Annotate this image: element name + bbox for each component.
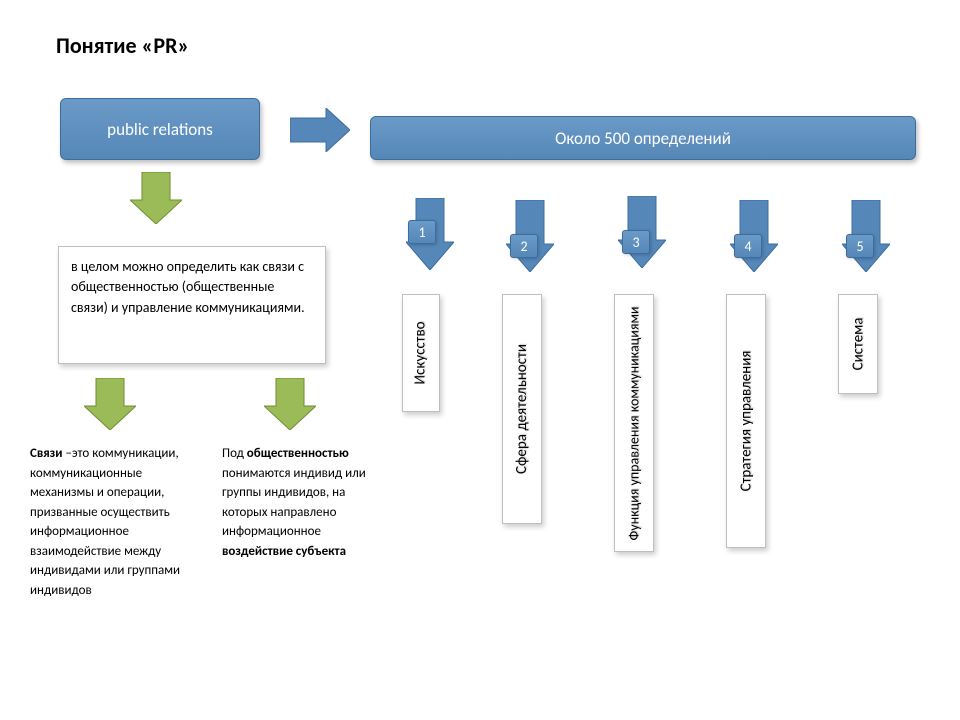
pr-box: public relations [60, 98, 260, 160]
vbox-1: Искусство [402, 294, 440, 412]
vbox-2: Сфера деятельности [502, 294, 542, 524]
arrow-right-icon [290, 108, 350, 152]
num-badge-3: 3 [622, 230, 650, 254]
vbox-label-4: Стратегия управления [737, 351, 755, 492]
num-badge-4: 4 [734, 234, 762, 258]
vbox-label-5: Система [849, 318, 867, 371]
right-text-block: Под общественностью понимаются индивид и… [222, 444, 382, 561]
vbox-label-2: Сфера деятельности [513, 344, 531, 474]
vbox-4: Стратегия управления [726, 294, 766, 548]
green-arrow-3-icon [264, 378, 316, 430]
definitions-box: Около 500 определений [370, 116, 916, 160]
description-text: в целом можно определить как связи с общ… [71, 258, 305, 316]
green-arrow-2-icon [84, 378, 136, 430]
num-badge-5: 5 [846, 234, 874, 258]
left-text-block: Связи –это коммуникации, коммуникационны… [30, 444, 200, 600]
num-badge-2: 2 [510, 234, 538, 258]
definitions-label: Около 500 определений [555, 128, 731, 149]
vbox-label-1: Искусство [412, 321, 430, 384]
description-box: в целом можно определить как связи с общ… [58, 246, 326, 364]
pr-box-label: public relations [107, 119, 213, 140]
green-arrow-1-icon [130, 172, 182, 224]
slide-title: Понятие «PR» [56, 32, 189, 59]
vbox-label-3: Функция управления коммуникациями [626, 306, 643, 540]
vbox-3: Функция управления коммуникациями [614, 294, 654, 552]
vbox-5: Система [838, 294, 878, 394]
num-badge-1: 1 [408, 220, 436, 244]
